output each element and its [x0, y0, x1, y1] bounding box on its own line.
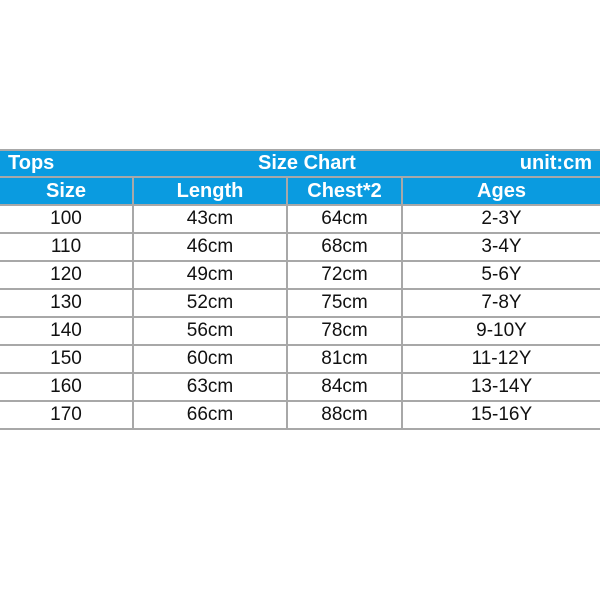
- column-header: Size: [0, 176, 134, 206]
- column-header: Ages: [401, 176, 600, 206]
- table-cell: 72cm: [286, 260, 403, 290]
- header-row: Size Length Chest*2 Ages: [0, 176, 600, 206]
- table-row: 130 52cm 75cm 7-8Y: [0, 288, 600, 318]
- table-cell: 84cm: [286, 372, 403, 402]
- column-header: Length: [132, 176, 288, 206]
- table-cell: 170: [0, 400, 134, 430]
- table-cell: 49cm: [132, 260, 288, 290]
- table-cell: 150: [0, 344, 134, 374]
- table-cell: 60cm: [132, 344, 288, 374]
- table-cell: 66cm: [132, 400, 288, 430]
- table-cell: 56cm: [132, 316, 288, 346]
- table-cell: 64cm: [286, 204, 403, 234]
- table-cell: 7-8Y: [401, 288, 600, 318]
- table-cell: 75cm: [286, 288, 403, 318]
- table-cell: 68cm: [286, 232, 403, 262]
- table-cell: 13-14Y: [401, 372, 600, 402]
- table-cell: 46cm: [132, 232, 288, 262]
- size-chart-table: Tops Size Chart unit:cm Size Length Ches…: [0, 149, 600, 430]
- table-cell: 15-16Y: [401, 400, 600, 430]
- table-row: 110 46cm 68cm 3-4Y: [0, 232, 600, 262]
- table-cell: 5-6Y: [401, 260, 600, 290]
- table-cell: 9-10Y: [401, 316, 600, 346]
- table-cell: 2-3Y: [401, 204, 600, 234]
- table-cell: 3-4Y: [401, 232, 600, 262]
- table-row: 170 66cm 88cm 15-16Y: [0, 400, 600, 430]
- table-row: 160 63cm 84cm 13-14Y: [0, 372, 600, 402]
- table-row: 100 43cm 64cm 2-3Y: [0, 204, 600, 234]
- table-cell: 63cm: [132, 372, 288, 402]
- table-cell: 88cm: [286, 400, 403, 430]
- column-header: Chest*2: [286, 176, 403, 206]
- table-cell: 130: [0, 288, 134, 318]
- table-cell: 11-12Y: [401, 344, 600, 374]
- table-cell: 160: [0, 372, 134, 402]
- category-label: Tops: [8, 152, 55, 174]
- table-cell: 43cm: [132, 204, 288, 234]
- table-cell: 140: [0, 316, 134, 346]
- unit-label: unit:cm: [519, 152, 592, 174]
- table-cell: 81cm: [286, 344, 403, 374]
- title-row: Tops Size Chart unit:cm: [0, 149, 600, 178]
- table-cell: 52cm: [132, 288, 288, 318]
- table-cell: 100: [0, 204, 134, 234]
- table-cell: 110: [0, 232, 134, 262]
- table-row: 140 56cm 78cm 9-10Y: [0, 316, 600, 346]
- table-row: 150 60cm 81cm 11-12Y: [0, 344, 600, 374]
- table-cell: 120: [0, 260, 134, 290]
- chart-title: Size Chart: [258, 152, 356, 174]
- table-row: 120 49cm 72cm 5-6Y: [0, 260, 600, 290]
- table-cell: 78cm: [286, 316, 403, 346]
